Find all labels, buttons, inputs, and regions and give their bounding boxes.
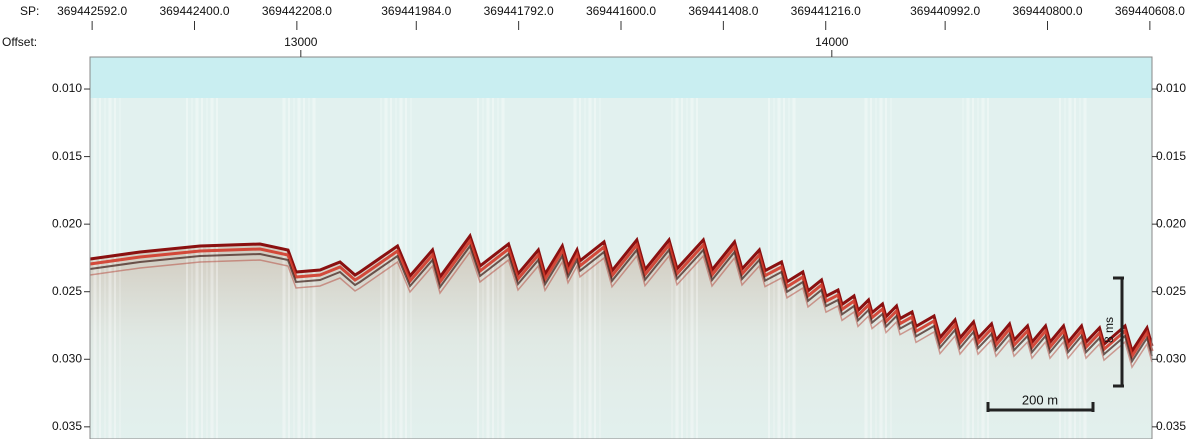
horizontal-scale-label: 200 m	[1022, 392, 1058, 407]
y-tick-label: 0.010	[52, 81, 82, 95]
y-tick-label-right: 0.030	[1156, 351, 1186, 365]
sp-tick-label: 369440800.0	[1012, 4, 1082, 18]
sp-tick-label: 369442592.0	[57, 4, 127, 18]
y-tick-label-right: 0.010	[1156, 81, 1186, 95]
sp-tick-label: 369442400.0	[159, 4, 229, 18]
sp-tick-label: 369440992.0	[910, 4, 980, 18]
offset-tick-label: 13000	[284, 35, 318, 49]
sp-tick-label: 369441216.0	[791, 4, 861, 18]
sp-tick-label: 369442208.0	[262, 4, 332, 18]
y-tick-label-right: 0.035	[1156, 419, 1186, 433]
offset-tick-label: 14000	[815, 35, 849, 49]
y-tick-label: 0.025	[52, 284, 82, 298]
y-tick-label-right: 0.020	[1156, 216, 1186, 230]
page: SP: Offset: 8 ms 200 m 0.010 0.010 0.015 0.…	[0, 0, 1199, 439]
y-tick-label: 0.035	[52, 419, 82, 433]
offset-axis-label: Offset:	[2, 35, 37, 49]
sp-tick-label: 369440608.0	[1115, 4, 1185, 18]
sp-tick-label: 369441408.0	[688, 4, 758, 18]
sp-tick-label: 369441984.0	[381, 4, 451, 18]
y-tick-label: 0.020	[52, 216, 82, 230]
sp-tick-label: 369441792.0	[484, 4, 554, 18]
y-tick-label-right: 0.025	[1156, 284, 1186, 298]
y-tick-label-right: 0.015	[1156, 149, 1186, 163]
water-band	[90, 57, 1152, 98]
seismic-section: SP: Offset: 8 ms 200 m 0.010 0.010 0.015 0.…	[0, 0, 1199, 439]
y-tick-label: 0.030	[52, 351, 82, 365]
sp-tick-label: 369441600.0	[586, 4, 656, 18]
vertical-scale-label: 8 ms	[1102, 317, 1116, 343]
sp-axis-label: SP:	[20, 4, 39, 18]
y-tick-label: 0.015	[52, 149, 82, 163]
